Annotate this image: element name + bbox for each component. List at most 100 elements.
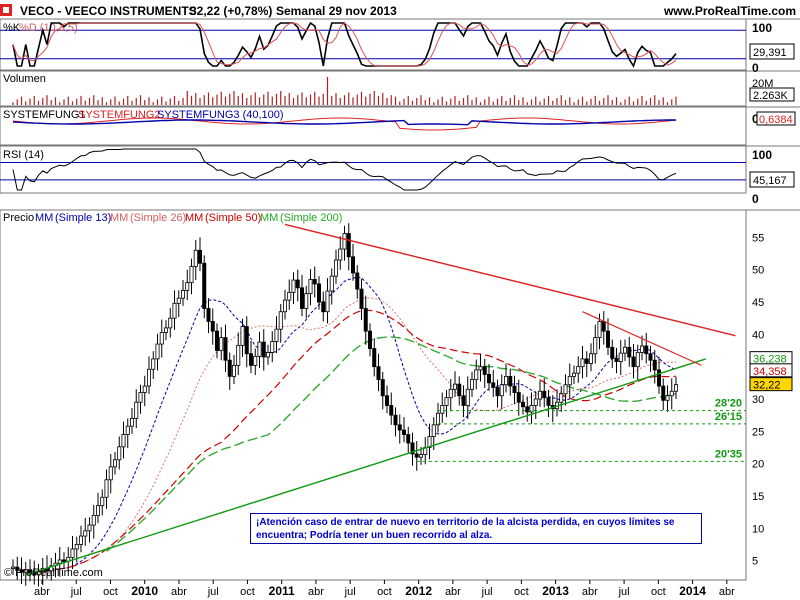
candle-body [372,348,377,368]
resistance-trendline [284,223,736,337]
price-legend-item: (Simple 50) [205,212,261,224]
ma-line-0 [21,276,677,572]
x-tick-label: jul [207,586,219,598]
candle-body [282,299,287,313]
support-level-label: 20'35 [715,448,742,460]
candle-body [631,356,636,368]
candle-body [406,434,411,444]
candle-body [393,414,398,426]
candle-body [461,395,466,406]
candle-body [291,279,296,293]
candle-body [70,548,75,558]
candle-body [244,326,249,355]
candle-body [193,249,198,267]
candle-body [316,283,321,303]
candle-body [380,379,385,397]
candle-body [576,366,581,374]
candle-body [367,330,372,349]
candle-body [214,330,219,351]
stoch-frame [0,18,747,71]
candle-body [308,279,313,295]
price-legend-item: Precio [3,212,34,224]
candle-body [435,412,440,426]
candle-body [542,390,547,399]
candle-body [295,279,300,289]
candle-body [448,388,453,399]
candle-body [495,386,500,397]
stoch-bottom-tick: 0 [752,61,759,75]
stoch-value-box [749,43,795,60]
candle-body [601,321,606,332]
candle-body [580,358,585,368]
candle-body [355,272,360,290]
candle-body [257,341,262,357]
system-value: 0,6384 [759,114,793,126]
candle-body [142,385,147,393]
candle-body [584,358,589,364]
candle-body [180,289,185,299]
candle-body [121,434,126,448]
support-level-label: 28'20 [715,398,742,410]
candle-body [546,397,551,406]
candle-body [57,559,62,564]
candle-body [427,436,432,448]
price-value-label: 32,22 [753,380,781,392]
candle-body [231,364,236,377]
y-tick-label: 50 [752,265,764,277]
rsi-value-box [749,171,795,188]
system-label-2: SYSTEMFUNG3 (40,100) [157,109,284,121]
candle-body [652,359,657,371]
price-value-label: 36,238 [753,354,787,366]
system-frame [0,106,747,146]
candle-body [431,424,436,437]
rsi-top-tick: 100 [752,148,772,162]
x-tick-label: oct [103,586,118,598]
rsi-bottom-tick: 0 [752,192,759,206]
system-line-2 [12,119,676,126]
candle-body [91,514,96,526]
candle-body [227,359,232,377]
candle-body [414,453,419,458]
x-axis: abr jul oct 2010 abr jul oct 2011 abr jul oct 2012 a… [34,580,735,598]
price-legend-item: MM [260,212,278,224]
candle-body [125,425,130,435]
price-value-label: 34,358 [753,366,787,378]
system-label-0: SYSTEMFUNG1 [3,109,86,121]
candle-body [146,368,151,387]
candle-body [299,287,304,309]
ma-line-3 [106,336,677,552]
resistance-trendline-short [582,311,702,366]
candle-body [49,565,54,572]
rsi-frame [0,145,747,194]
x-tick-label: 2014 [679,584,706,598]
candle-body [397,424,402,431]
candle-body [23,569,28,573]
candle-body [593,337,598,355]
price-value-box [749,363,793,378]
support-trendline [25,358,706,576]
candle-body [87,524,92,532]
candle-body [104,479,109,498]
stoch-value: 29,391 [753,47,787,59]
candle-body [304,293,309,309]
x-tick-label: abr [582,586,598,598]
ma-line-2 [21,309,677,572]
candle-body [363,308,368,332]
ma-line-1 [21,297,676,572]
candle-body [563,384,568,395]
x-tick-label: jul [70,586,82,598]
x-tick-label: 2010 [131,584,158,598]
candle-body [521,401,526,408]
x-tick-label: jul [481,586,493,598]
y-tick-label: 5 [752,556,758,568]
candle-body [189,266,194,284]
candle-body [482,366,487,375]
candle-body [185,282,190,291]
candle-body [79,535,84,545]
candle-body [567,375,572,386]
candle-body [474,369,479,381]
candle-body [155,343,160,360]
candle-body [499,384,504,397]
